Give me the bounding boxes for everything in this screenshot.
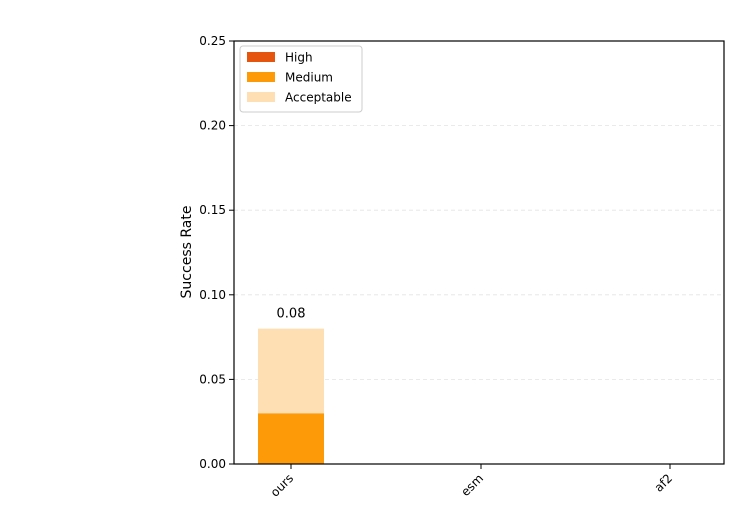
plot-frame <box>233 40 725 465</box>
legend-swatch-acceptable <box>247 92 275 102</box>
y-axis-label: Success Rate <box>179 206 195 299</box>
y-tick-label: 0.00 <box>199 457 226 471</box>
bar-ours-medium <box>258 413 324 464</box>
x-axis: ours esm af2 <box>268 464 675 500</box>
y-tick-label: 0.05 <box>199 372 226 386</box>
gridlines <box>234 125 724 380</box>
y-axis: 0.00 0.05 0.10 0.15 0.20 0.25 <box>199 34 234 471</box>
legend-label-acceptable: Acceptable <box>285 91 352 105</box>
bar-ours-acceptable <box>258 328 324 414</box>
x-tick-label: ours <box>268 471 296 499</box>
y-tick-label: 0.20 <box>199 119 226 133</box>
legend-swatch-high <box>247 52 275 62</box>
x-tick-label: esm <box>458 471 486 499</box>
legend-label-high: High <box>285 51 313 65</box>
legend-swatch-medium <box>247 72 275 82</box>
y-tick-label: 0.15 <box>199 203 226 217</box>
data-labels: 0.08 <box>277 307 306 322</box>
legend-label-medium: Medium <box>285 71 333 85</box>
total-label-ours: 0.08 <box>277 307 306 322</box>
y-tick-label: 0.10 <box>199 288 226 302</box>
bars <box>258 328 324 464</box>
y-tick-label: 0.25 <box>199 34 226 48</box>
x-tick-label: af2 <box>652 471 675 494</box>
legend: High Medium Acceptable <box>239 45 363 113</box>
